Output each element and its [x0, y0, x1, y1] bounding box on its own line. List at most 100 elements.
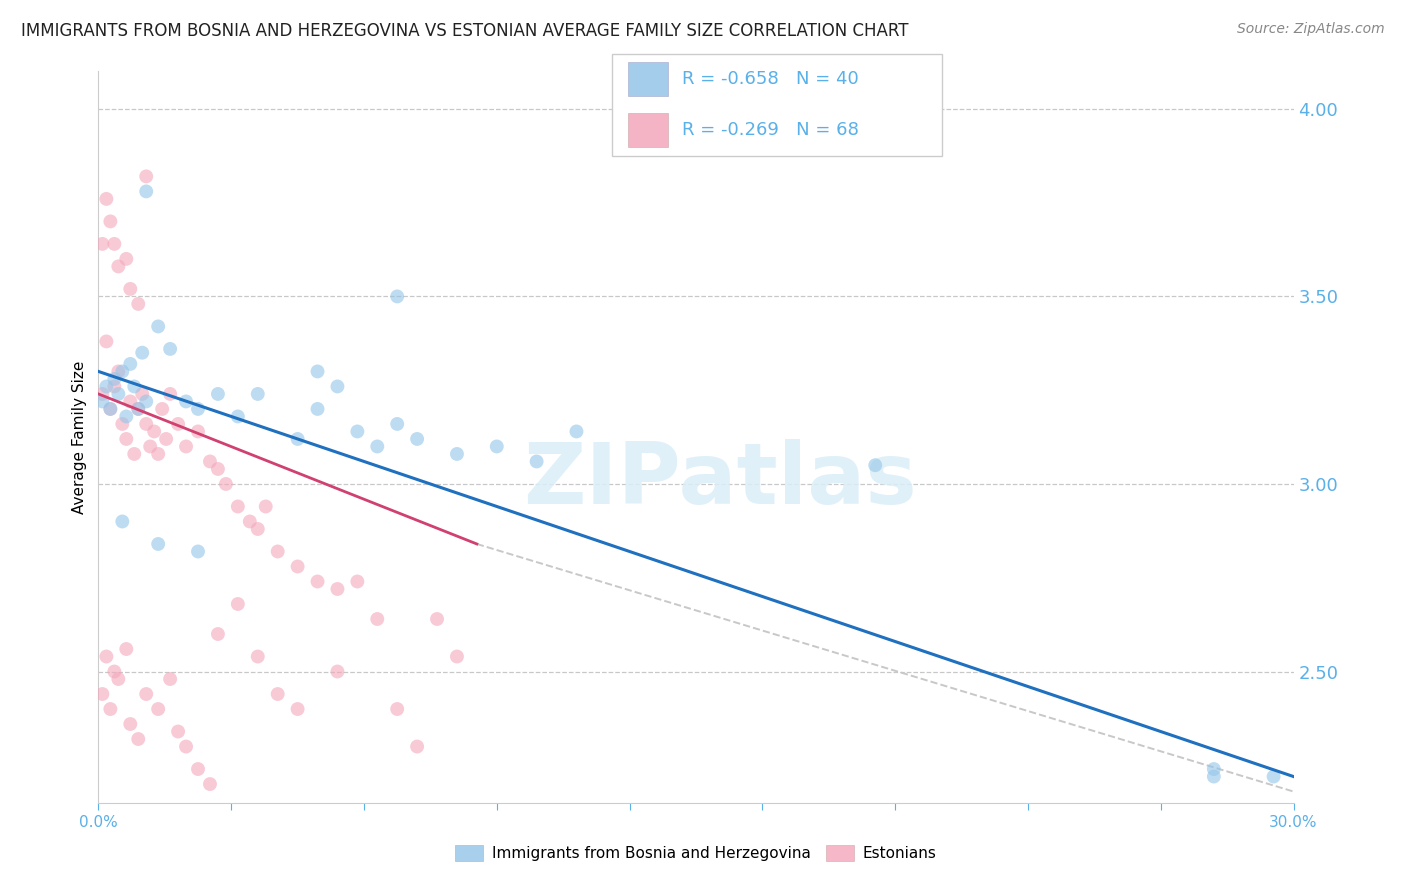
Point [127, 401, 149, 416]
Point [107, 672, 129, 686]
Point [148, 537, 170, 551]
Point [167, 724, 190, 739]
Point [187, 425, 209, 439]
Point [1202, 770, 1225, 784]
Y-axis label: Average Family Size: Average Family Size [72, 360, 87, 514]
Text: Source: ZipAtlas.com: Source: ZipAtlas.com [1237, 22, 1385, 37]
Point [159, 342, 181, 356]
Point [148, 319, 170, 334]
Point [96, 192, 118, 206]
Point [267, 687, 290, 701]
Point [159, 672, 181, 686]
Point [198, 454, 221, 468]
Point [135, 185, 157, 199]
Point [485, 440, 508, 454]
Point [187, 762, 209, 776]
Point [127, 401, 149, 416]
Point [135, 394, 157, 409]
Point [159, 387, 181, 401]
Point [215, 477, 238, 491]
Point [406, 432, 429, 446]
Point [287, 432, 309, 446]
Point [111, 417, 134, 431]
Point [246, 522, 269, 536]
Point [91, 387, 114, 401]
Point [426, 612, 449, 626]
Point [115, 642, 138, 657]
Point [115, 252, 138, 266]
Point [124, 447, 146, 461]
Point [226, 597, 249, 611]
Point [307, 364, 329, 378]
Point [120, 282, 142, 296]
Point [307, 401, 329, 416]
Point [226, 409, 249, 424]
Point [91, 687, 114, 701]
Point [385, 702, 409, 716]
Point [1263, 770, 1285, 784]
Point [174, 394, 197, 409]
Point [406, 739, 429, 754]
Point [385, 289, 409, 303]
Point [865, 458, 887, 473]
Point [366, 440, 388, 454]
Point [111, 515, 134, 529]
Point [307, 574, 329, 589]
Point [287, 559, 309, 574]
Point [120, 394, 142, 409]
Point [385, 417, 409, 431]
Point [107, 364, 129, 378]
Point [148, 702, 170, 716]
Point [111, 364, 134, 378]
Point [103, 372, 125, 386]
Point [98, 401, 122, 416]
Point [127, 732, 149, 747]
Point [135, 687, 157, 701]
Point [246, 649, 269, 664]
Point [239, 515, 262, 529]
Point [446, 447, 468, 461]
Text: ZIPatlas: ZIPatlas [523, 440, 917, 523]
Point [346, 425, 368, 439]
Point [107, 387, 129, 401]
Point [207, 462, 229, 476]
Point [103, 379, 125, 393]
Point [120, 357, 142, 371]
Point [96, 379, 118, 393]
Text: R = -0.269   N = 68: R = -0.269 N = 68 [682, 121, 859, 139]
Point [124, 379, 146, 393]
Point [98, 702, 122, 716]
Point [187, 401, 209, 416]
Point [226, 500, 249, 514]
Point [346, 574, 368, 589]
Point [91, 394, 114, 409]
Point [526, 454, 548, 468]
Point [96, 334, 118, 349]
Point [254, 500, 277, 514]
Text: IMMIGRANTS FROM BOSNIA AND HERZEGOVINA VS ESTONIAN AVERAGE FAMILY SIZE CORRELATI: IMMIGRANTS FROM BOSNIA AND HERZEGOVINA V… [21, 22, 908, 40]
Point [565, 425, 588, 439]
Point [207, 627, 229, 641]
Point [366, 612, 388, 626]
Point [1202, 762, 1225, 776]
Point [91, 236, 114, 251]
Point [446, 649, 468, 664]
Point [187, 544, 209, 558]
Point [246, 387, 269, 401]
Text: R = -0.658   N = 40: R = -0.658 N = 40 [682, 70, 859, 88]
Point [267, 544, 290, 558]
Point [326, 379, 349, 393]
Point [174, 440, 197, 454]
Point [287, 702, 309, 716]
Point [131, 387, 153, 401]
Point [103, 665, 125, 679]
Point [143, 425, 166, 439]
Point [198, 777, 221, 791]
Point [207, 387, 229, 401]
Point [96, 649, 118, 664]
Point [98, 401, 122, 416]
Point [135, 417, 157, 431]
Point [148, 447, 170, 461]
Point [150, 401, 173, 416]
Point [139, 440, 162, 454]
